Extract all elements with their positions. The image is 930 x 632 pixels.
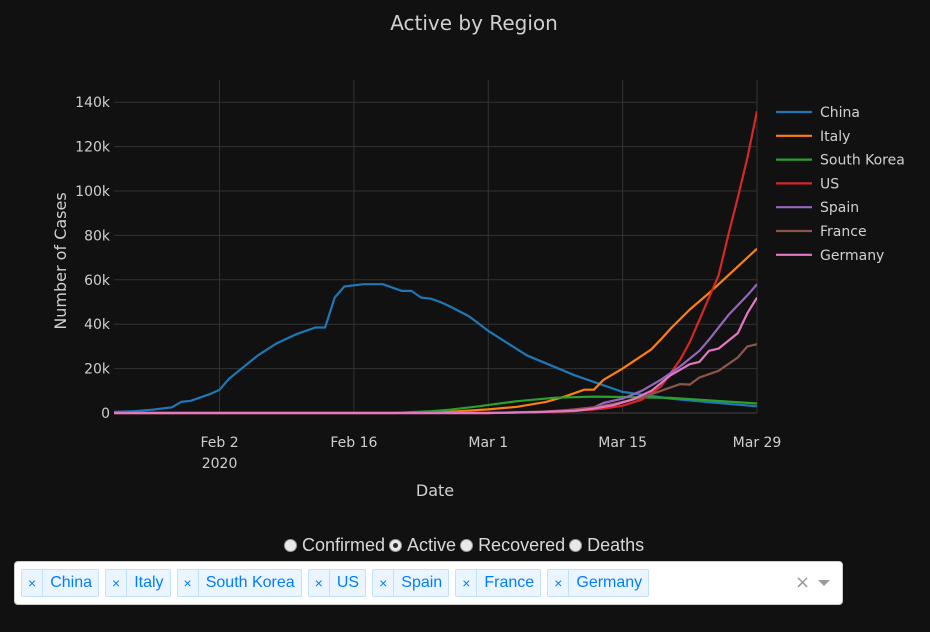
legend-item-france[interactable]: France xyxy=(776,224,867,240)
series-line-us xyxy=(114,110,757,415)
remove-tag-icon[interactable]: × xyxy=(22,570,44,596)
radio-circle-icon[interactable] xyxy=(284,538,297,552)
x-tick-label: Mar 15 xyxy=(598,435,647,451)
radio-label: Active xyxy=(407,534,457,555)
region-tag-france: × France xyxy=(455,569,542,597)
legend-item-china[interactable]: China xyxy=(776,105,860,121)
x-tick-sublabel: 2020 xyxy=(202,456,238,472)
radio-deaths[interactable]: Deaths xyxy=(569,535,644,556)
clear-all-icon[interactable]: × xyxy=(795,572,811,593)
region-tag-label: Spain xyxy=(401,574,443,591)
legend-label: Spain xyxy=(820,200,859,216)
y-tick-label: 100k xyxy=(75,184,111,200)
series-lines xyxy=(114,110,757,415)
y-tick-label: 80k xyxy=(84,228,111,244)
x-tick-label: Mar 1 xyxy=(468,435,508,451)
region-tag-spain: × Spain xyxy=(372,569,450,597)
y-tick-label: 60k xyxy=(84,273,111,289)
radio-circle-icon[interactable] xyxy=(460,538,474,552)
remove-tag-icon[interactable]: × xyxy=(548,570,570,596)
legend-item-italy[interactable]: Italy xyxy=(776,129,850,145)
remove-tag-icon[interactable]: × xyxy=(373,570,395,596)
region-tag-germany: × Germany xyxy=(547,569,650,597)
series-line-france xyxy=(114,343,757,415)
y-tick-label: 20k xyxy=(84,362,111,378)
legend: China Italy South Korea US Spain France German… xyxy=(776,105,905,264)
legend-label: US xyxy=(820,176,839,192)
y-axis-label: Number of Cases xyxy=(51,192,70,329)
series-line-south-korea xyxy=(114,395,757,415)
radio-label: Recovered xyxy=(478,534,566,555)
region-tag-china: × China xyxy=(21,569,99,597)
region-tag-label: South Korea xyxy=(205,574,295,591)
radio-label: Confirmed xyxy=(302,534,386,555)
x-axis-ticks: Feb 2 2020 Feb 16 Mar 1 Mar 15 Mar 29 xyxy=(200,435,781,472)
legend-label: China xyxy=(820,105,860,121)
active-by-region-chart: Active by Region 0 20k 40k 60k 80k 100k 120k 14… xyxy=(51,11,905,500)
legend-label: South Korea xyxy=(820,153,905,169)
x-tick-label: Feb 2 xyxy=(200,435,238,451)
radio-circle-icon[interactable] xyxy=(389,538,403,552)
grid-lines xyxy=(114,80,758,414)
region-multiselect[interactable]: × China × Italy × South Korea × US × Spain × France… xyxy=(14,561,843,605)
radio-label: Deaths xyxy=(587,534,645,555)
legend-label: Germany xyxy=(820,248,884,264)
region-tag-label: US xyxy=(336,574,360,591)
y-tick-label: 0 xyxy=(101,406,110,422)
legend-item-spain[interactable]: Spain xyxy=(776,200,859,216)
legend-label: Italy xyxy=(820,129,850,145)
dropdown-arrow-icon[interactable] xyxy=(818,580,830,586)
region-tag-label: Germany xyxy=(576,574,643,591)
y-tick-label: 120k xyxy=(75,140,111,156)
x-tick-label: Mar 29 xyxy=(733,435,782,451)
radio-recovered[interactable]: Recovered xyxy=(460,535,565,556)
region-tag-italy: × Italy xyxy=(105,569,171,597)
legend-item-south-korea[interactable]: South Korea xyxy=(776,153,905,169)
y-tick-label: 140k xyxy=(75,95,111,111)
legend-label: France xyxy=(820,224,867,240)
plot-area xyxy=(114,110,757,415)
region-tag-label: France xyxy=(484,574,535,591)
region-tag-south-korea: × South Korea xyxy=(176,569,302,597)
radio-active[interactable]: Active xyxy=(389,535,456,556)
series-line-germany xyxy=(114,297,757,415)
region-tag-us: × US xyxy=(307,569,367,597)
radio-confirmed[interactable]: Confirmed xyxy=(284,535,385,556)
radio-circle-icon[interactable] xyxy=(569,538,583,552)
region-tag-label: Italy xyxy=(134,574,164,591)
remove-tag-icon[interactable]: × xyxy=(178,570,199,596)
legend-item-germany[interactable]: Germany xyxy=(776,248,884,264)
remove-tag-icon[interactable]: × xyxy=(456,570,478,596)
x-axis-label: Date xyxy=(416,481,454,500)
legend-item-us[interactable]: US xyxy=(776,176,839,192)
y-tick-label: 40k xyxy=(84,317,111,333)
series-line-china xyxy=(114,283,757,413)
series-line-italy xyxy=(114,247,757,415)
metric-radio-group: Confirmed Active Recovered Deaths xyxy=(284,535,648,555)
chart-title: Active by Region xyxy=(390,11,558,35)
y-axis-ticks: 0 20k 40k 60k 80k 100k 120k 140k xyxy=(75,95,111,422)
selected-region-tags: × China × Italy × South Korea × US × Spain × France… xyxy=(21,569,655,597)
remove-tag-icon[interactable]: × xyxy=(309,570,330,596)
remove-tag-icon[interactable]: × xyxy=(106,570,128,596)
x-tick-label: Feb 16 xyxy=(330,435,377,451)
region-tag-label: China xyxy=(50,574,92,591)
